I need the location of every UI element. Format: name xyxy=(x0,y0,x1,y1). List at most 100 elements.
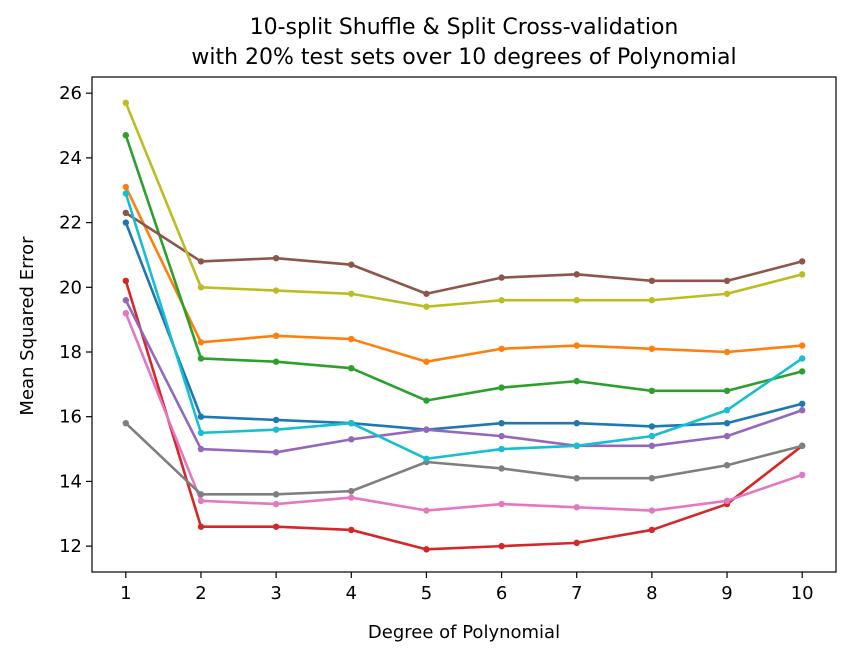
y-tick-label: 20 xyxy=(59,277,82,298)
data-point xyxy=(573,474,580,482)
plot-frame xyxy=(91,76,837,573)
data-point xyxy=(573,342,580,349)
data-point xyxy=(498,345,505,352)
data-point xyxy=(272,358,280,365)
data-point xyxy=(498,384,505,391)
y-tick-label: 18 xyxy=(59,342,82,363)
data-point xyxy=(122,297,130,304)
series-2 xyxy=(122,183,806,365)
series-line xyxy=(124,102,803,309)
data-point xyxy=(122,209,130,217)
y-tick-label: 14 xyxy=(59,471,82,492)
data-point xyxy=(798,400,806,407)
series-line xyxy=(124,422,803,496)
series-line xyxy=(124,186,803,364)
data-point xyxy=(498,465,505,472)
data-point xyxy=(573,504,580,511)
data-point xyxy=(348,290,355,297)
series-line xyxy=(124,134,803,402)
data-point xyxy=(648,442,656,450)
series-5 xyxy=(122,297,806,456)
x-axis-label: Degree of Polynomial xyxy=(368,622,560,643)
data-point xyxy=(272,491,280,498)
series-3 xyxy=(122,132,806,404)
series-10 xyxy=(122,190,806,462)
data-point xyxy=(498,274,505,281)
data-point xyxy=(272,287,280,294)
data-point xyxy=(798,442,806,450)
data-point xyxy=(348,335,355,343)
data-point xyxy=(723,407,731,414)
data-point xyxy=(648,345,656,352)
data-point xyxy=(348,487,355,495)
data-point xyxy=(798,342,806,349)
data-point xyxy=(723,419,731,427)
series-line xyxy=(124,299,803,454)
data-point xyxy=(197,497,205,505)
chart-title-line-1: 10-split Shuffle & Split Cross-validatio… xyxy=(250,15,679,40)
data-point xyxy=(648,474,656,482)
data-point xyxy=(423,358,430,365)
data-point xyxy=(348,419,355,427)
data-point xyxy=(723,277,731,285)
series-6 xyxy=(122,209,806,297)
data-point xyxy=(573,419,580,427)
data-point xyxy=(348,494,355,501)
x-tick-label: 8 xyxy=(646,583,657,604)
data-point xyxy=(573,377,580,385)
data-point xyxy=(122,99,130,107)
data-point xyxy=(122,219,130,226)
data-point xyxy=(122,183,130,191)
data-point xyxy=(573,297,580,304)
x-axis-ticks: 1 2 3 4 5 6 7 8 9 10 xyxy=(120,572,814,604)
series-line xyxy=(124,222,803,431)
data-point xyxy=(348,436,355,443)
data-point xyxy=(498,419,505,427)
data-point xyxy=(498,542,505,550)
y-tick-label: 24 xyxy=(59,148,82,169)
x-tick-label: 10 xyxy=(791,583,814,604)
data-point xyxy=(498,297,505,304)
data-point xyxy=(723,497,731,505)
data-point xyxy=(723,462,731,469)
data-point xyxy=(122,419,130,427)
y-axis-ticks: 12 14 16 18 20 22 24 26 xyxy=(59,83,92,557)
data-point xyxy=(723,348,731,356)
data-point xyxy=(648,423,656,430)
data-point xyxy=(122,309,130,317)
y-tick-label: 26 xyxy=(59,83,82,104)
data-point xyxy=(723,290,731,297)
data-point xyxy=(348,526,355,534)
data-point xyxy=(272,332,280,340)
series-layer xyxy=(122,99,806,553)
data-point xyxy=(423,290,430,297)
series-7 xyxy=(122,309,806,514)
x-tick-label: 3 xyxy=(270,583,281,604)
data-point xyxy=(197,491,205,498)
y-tick-label: 22 xyxy=(59,213,82,234)
x-tick-label: 4 xyxy=(346,583,357,604)
x-tick-label: 6 xyxy=(496,583,507,604)
series-line xyxy=(124,193,803,461)
data-point xyxy=(423,455,430,462)
chart-title: 10-split Shuffle & Split Cross-validatio… xyxy=(191,15,736,70)
data-point xyxy=(197,355,205,362)
data-point xyxy=(498,432,505,440)
chart-title-line-2: with 20% test sets over 10 degrees of Po… xyxy=(191,45,736,70)
data-point xyxy=(798,271,806,278)
data-point xyxy=(348,364,355,372)
data-point xyxy=(272,254,280,262)
series-4 xyxy=(122,277,806,553)
x-tick-label: 7 xyxy=(571,583,582,604)
data-point xyxy=(648,526,656,534)
data-point xyxy=(197,429,205,437)
data-point xyxy=(122,190,130,197)
data-point xyxy=(423,546,430,553)
x-tick-label: 1 xyxy=(120,583,131,604)
x-tick-label: 5 xyxy=(421,583,432,604)
series-line xyxy=(124,312,803,512)
data-point xyxy=(798,355,806,362)
data-point xyxy=(197,523,205,530)
data-point xyxy=(423,507,430,514)
